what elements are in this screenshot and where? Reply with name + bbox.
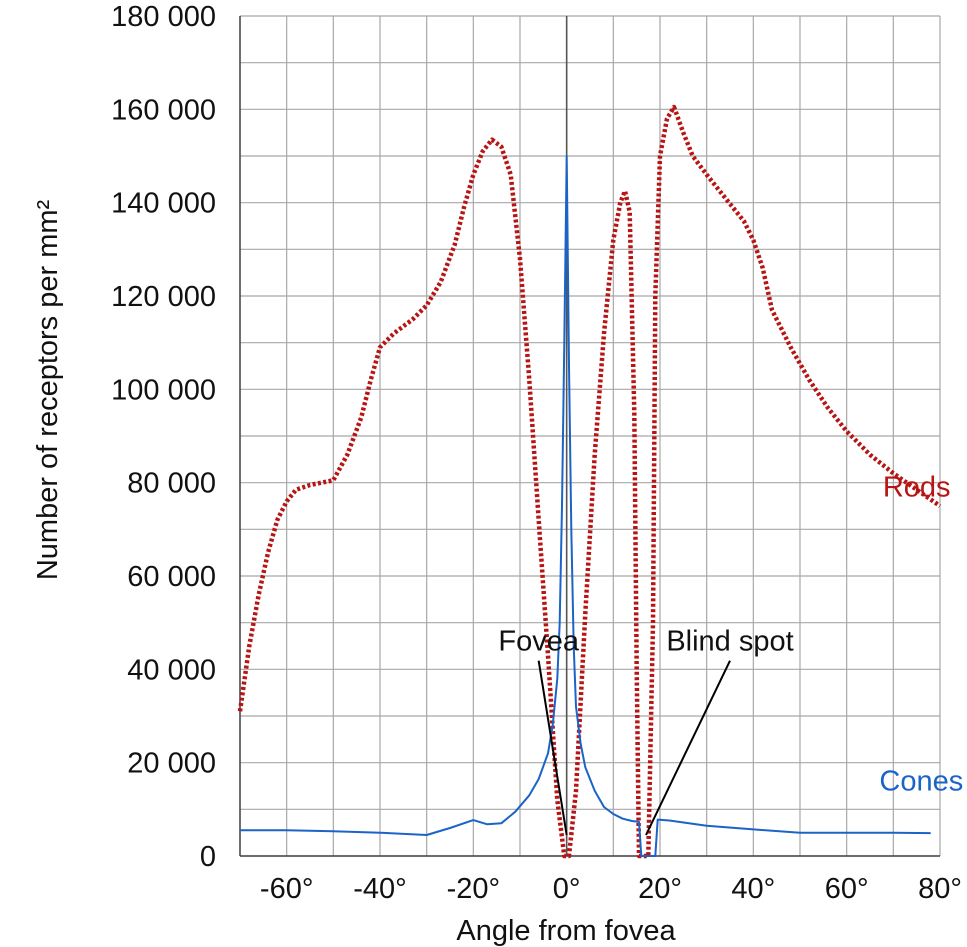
y-axis-label: Number of receptors per mm²: [32, 199, 64, 580]
annotation-layer: Fovea Blind spot: [498, 626, 794, 836]
x-tick-label: -40°: [353, 873, 407, 905]
fovea-pointer-line: [537, 660, 568, 836]
blind-spot-annotation: Blind spot: [666, 626, 793, 658]
series-layer: Rods Cones: [237, 104, 963, 859]
x-tick-label: -20°: [447, 873, 501, 905]
y-tick-label: 80 000: [127, 468, 216, 500]
rods-series-line: [237, 104, 942, 859]
x-tick-label: -60°: [260, 873, 314, 905]
y-tick-label: 0: [200, 841, 216, 873]
y-tick-label: 140 000: [111, 188, 216, 220]
y-tick-label: 20 000: [127, 748, 216, 780]
cones-label: Cones: [879, 766, 963, 798]
x-axis-label: Angle from fovea: [456, 915, 676, 947]
y-tick-label: 100 000: [111, 374, 216, 406]
blind-spot-pointer-line: [645, 660, 731, 836]
x-tick-label: 20°: [638, 873, 682, 905]
y-tick-label: 180 000: [111, 1, 216, 33]
cones-series-line: [240, 155, 931, 857]
x-tick-label: 80°: [918, 873, 962, 905]
y-tick-label: 60 000: [127, 561, 216, 593]
x-tick-label: 40°: [731, 873, 775, 905]
x-tick-labels: -60° -40° -20° 0° 20° 40° 60° 80°: [260, 873, 962, 905]
fovea-annotation: Fovea: [498, 626, 579, 658]
y-tick-labels: 0 20 000 40 000 60 000 80 000 100 000 120 000 1…: [111, 1, 216, 873]
y-tick-label: 160 000: [111, 94, 216, 126]
x-tick-label: 0°: [553, 873, 581, 905]
y-tick-label: 120 000: [111, 281, 216, 313]
y-tick-label: 40 000: [127, 654, 216, 686]
x-tick-label: 60°: [825, 873, 869, 905]
grid: [239, 15, 941, 857]
rods-label: Rods: [883, 472, 951, 504]
